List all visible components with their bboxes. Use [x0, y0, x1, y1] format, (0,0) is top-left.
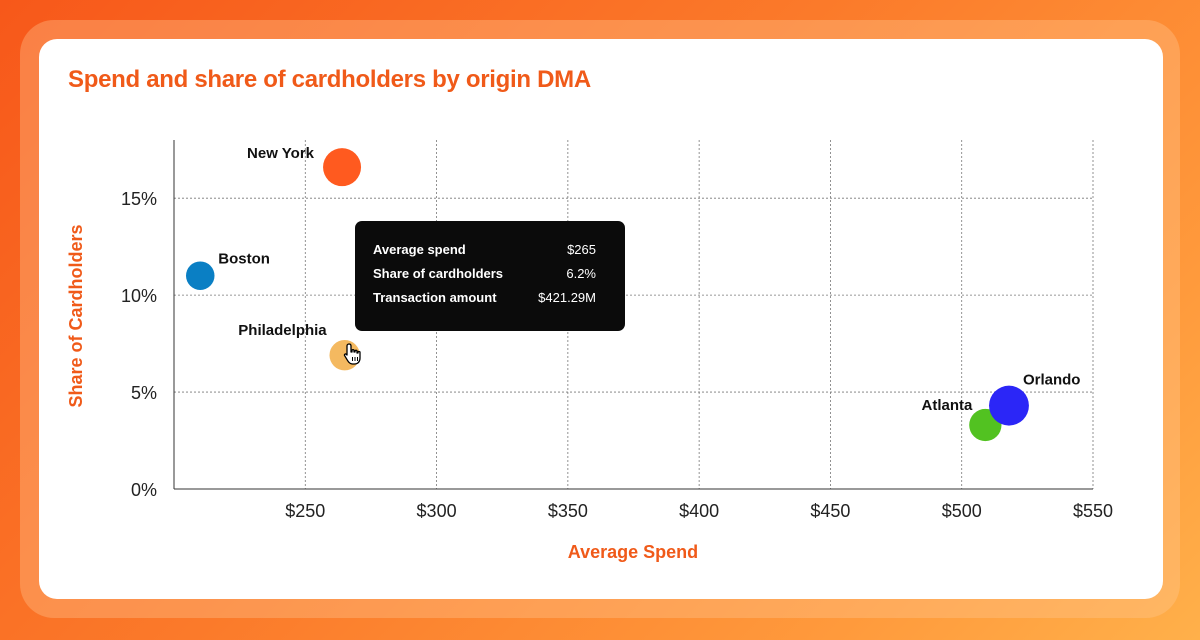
- chart-title: Spend and share of cardholders by origin…: [68, 66, 591, 93]
- y-tick-label: 5%: [131, 383, 157, 403]
- y-axis-label: Share of Cardholders: [66, 224, 86, 407]
- axes: [173, 140, 1093, 490]
- grid: [174, 140, 1094, 489]
- tooltip-label: Share of cardholders: [373, 265, 504, 281]
- x-tick-label: $400: [679, 501, 719, 521]
- y-tick-label: 10%: [121, 286, 157, 306]
- x-tick-label: $550: [1073, 501, 1113, 521]
- point-label: Orlando: [1023, 372, 1081, 389]
- tooltip-row: Transaction amount $421.29M: [373, 285, 596, 309]
- data-point: [323, 148, 362, 187]
- data-point: [989, 385, 1029, 426]
- y-tick-label: 0%: [131, 480, 157, 500]
- tooltip-row: Average spend $265: [373, 237, 596, 261]
- tooltip-value: $265: [567, 241, 596, 257]
- x-tick-label: $300: [417, 501, 457, 521]
- point-label: New York: [247, 145, 315, 162]
- x-tick-label: $450: [810, 501, 850, 521]
- tooltip-row: Share of cardholders 6.2%: [373, 261, 596, 285]
- tooltip-value: $421.29M: [538, 289, 596, 305]
- y-tick-label: 15%: [121, 189, 157, 209]
- tooltip-label: Transaction amount: [373, 289, 497, 305]
- hand-pointer-icon: [343, 343, 361, 365]
- tick-labels: $250 $300 $350 $400 $450 $500 $550 0% 5% 10% 15%: [121, 189, 1113, 521]
- x-axis-label: Average Spend: [568, 542, 698, 562]
- tooltip-label: Average spend: [373, 241, 466, 257]
- point-label: Philadelphia: [238, 322, 327, 339]
- point-labels: New York Boston Philadelphia Atlanta Orlando: [218, 145, 1080, 414]
- data-point: [186, 261, 215, 290]
- x-tick-label: $250: [285, 501, 325, 521]
- x-tick-label: $500: [942, 501, 982, 521]
- tooltip-value: 6.2%: [566, 265, 596, 281]
- data-tooltip: Average spend $265 Share of cardholders …: [355, 221, 625, 331]
- point-label: Atlanta: [922, 397, 973, 414]
- point-label: Boston: [218, 251, 270, 268]
- x-tick-label: $350: [548, 501, 588, 521]
